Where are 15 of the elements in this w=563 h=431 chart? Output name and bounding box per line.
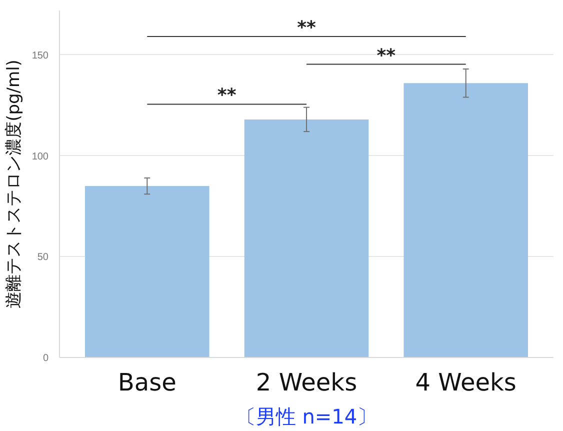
annotation: ** — [217, 85, 237, 106]
y-tick-label: 150 — [32, 50, 49, 62]
y-tick-label: 0 — [42, 353, 49, 364]
x-tick-label: 4 Weeks — [415, 368, 516, 396]
y-tick-label: 100 — [32, 151, 49, 162]
bar — [244, 119, 369, 358]
bar — [404, 83, 528, 358]
y-tick-label: 50 — [37, 252, 49, 264]
annotation: ** — [376, 45, 396, 66]
x-axis-title: 〔男性 n=14〕 — [236, 404, 378, 428]
x-tick-label: Base — [118, 368, 176, 396]
x-tick-label: 2 Weeks — [256, 368, 358, 396]
annotation: ** — [297, 18, 316, 39]
bar — [84, 186, 210, 358]
y-axis-title: 遊離テストステロン濃度(pg/ml) — [4, 60, 24, 308]
